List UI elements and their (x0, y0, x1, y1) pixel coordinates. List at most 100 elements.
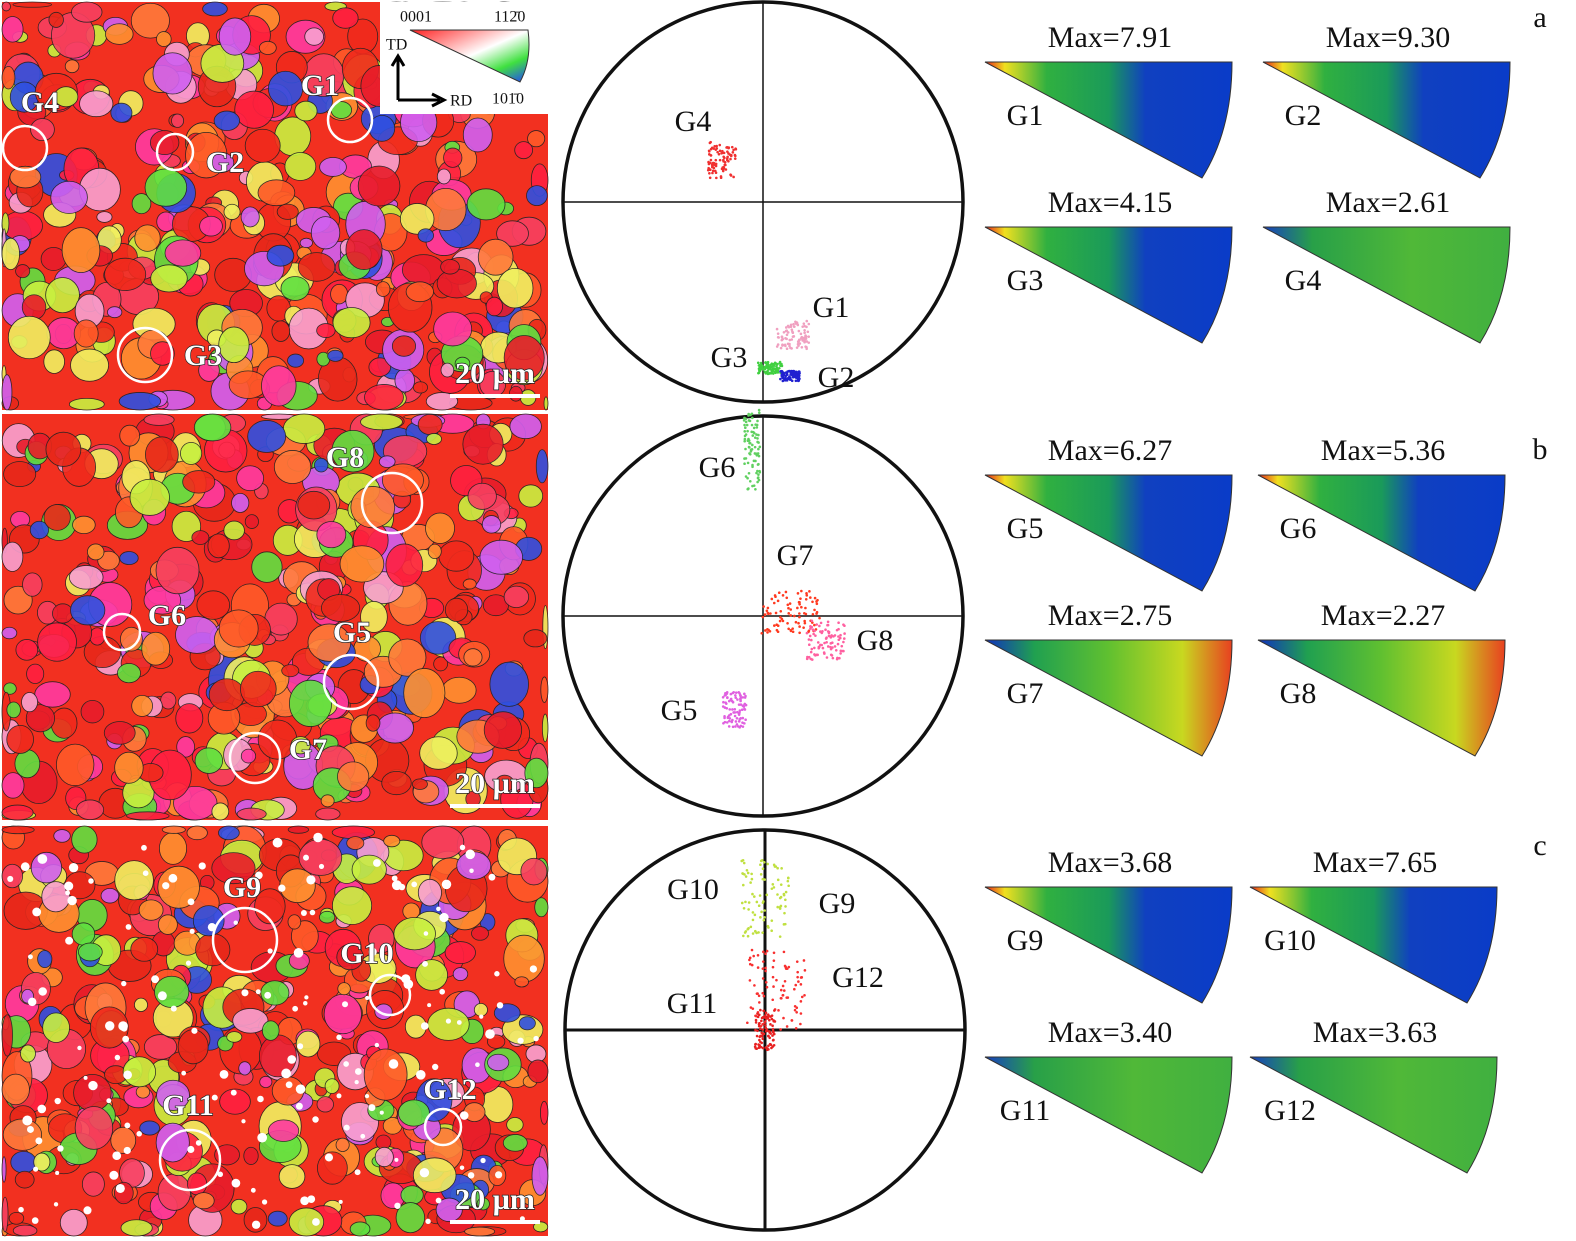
pole-point (824, 628, 827, 632)
grain (80, 699, 105, 724)
grain (154, 975, 190, 1008)
pole-point (771, 1027, 775, 1031)
grain (332, 7, 359, 29)
pole-point (773, 624, 776, 627)
pole-point (723, 716, 726, 720)
pore (435, 1197, 442, 1204)
pole-point (739, 703, 743, 706)
pole-point (838, 636, 842, 640)
grain (180, 441, 203, 465)
grain (307, 623, 352, 662)
pole-point (753, 436, 757, 439)
pole-point (799, 1000, 803, 1003)
pore (394, 1157, 399, 1162)
grain (385, 543, 424, 587)
grain (391, 335, 417, 357)
grain (520, 857, 548, 886)
pole-point (758, 1001, 761, 1004)
pole-point (716, 150, 719, 154)
pole-point (789, 608, 793, 611)
pole-point (819, 621, 823, 625)
pole-point (764, 1024, 767, 1027)
pole-point (782, 376, 785, 380)
ebsd-map (1, 413, 549, 821)
pore (419, 1168, 430, 1178)
pole-point (733, 707, 737, 711)
pole-point (768, 1018, 771, 1022)
pole-point (788, 602, 792, 605)
pore (187, 1145, 195, 1153)
pole-point (766, 360, 770, 364)
grain (20, 1044, 36, 1063)
pole-point (734, 720, 738, 723)
pole-point (833, 634, 837, 637)
pore (439, 988, 445, 995)
pole-point (785, 1025, 789, 1028)
grain (299, 237, 313, 249)
pole-point (776, 878, 780, 882)
pole-point (781, 371, 785, 375)
pole-point (796, 323, 800, 327)
pole-point (774, 611, 778, 615)
grain (1, 825, 35, 835)
ipf-max: Max=2.61 (1326, 186, 1450, 219)
pole-point (808, 590, 811, 593)
pole-point (803, 611, 806, 615)
pole-point (757, 462, 760, 466)
pole-point (709, 158, 713, 162)
pole-point (786, 603, 790, 607)
pole-point (788, 375, 791, 378)
grain (540, 1100, 549, 1125)
grain (273, 450, 312, 484)
pole-point (769, 1023, 772, 1026)
pore (480, 1157, 486, 1164)
pole-point (756, 452, 760, 455)
pole-point (743, 708, 747, 711)
pole-point (764, 980, 768, 984)
grain (157, 1173, 192, 1211)
grain (426, 433, 442, 445)
pore (123, 1070, 132, 1080)
pore (121, 980, 127, 987)
pore (287, 1055, 297, 1064)
grain (261, 365, 297, 407)
grain (81, 1171, 105, 1197)
pole-point (710, 165, 714, 169)
pore (7, 875, 14, 882)
ipf-grain: G1 (1007, 99, 1044, 132)
pole-point (836, 642, 840, 646)
pole-point (839, 652, 842, 655)
pole-point (769, 612, 772, 615)
grain (381, 770, 412, 796)
pole-point (731, 708, 734, 711)
pole-point (751, 892, 754, 896)
pole-point (781, 619, 785, 623)
pole-point (751, 463, 754, 467)
grain (182, 470, 216, 494)
pole-point (714, 148, 718, 151)
pore (53, 1202, 59, 1207)
grain (30, 118, 55, 142)
grain (304, 27, 324, 46)
pole-point (763, 613, 767, 616)
grain (1, 1073, 30, 1106)
pole-point (795, 370, 798, 374)
pole-point (783, 979, 787, 983)
pole-point (794, 620, 798, 624)
pole-point (771, 1038, 775, 1042)
grain (280, 276, 310, 301)
grain (15, 264, 31, 279)
pole-point (829, 647, 833, 651)
pole-point (791, 375, 795, 379)
grain (12, 1, 53, 8)
pore (195, 1140, 202, 1146)
pore (336, 1093, 342, 1099)
grain (21, 294, 47, 320)
pole-grain-label: G12 (832, 961, 884, 994)
grain (232, 1008, 269, 1034)
pole-point (792, 325, 796, 328)
pole-point (743, 692, 746, 696)
ipf-grain: G12 (1264, 1094, 1316, 1127)
grain (444, 941, 476, 965)
pore (338, 1199, 343, 1204)
